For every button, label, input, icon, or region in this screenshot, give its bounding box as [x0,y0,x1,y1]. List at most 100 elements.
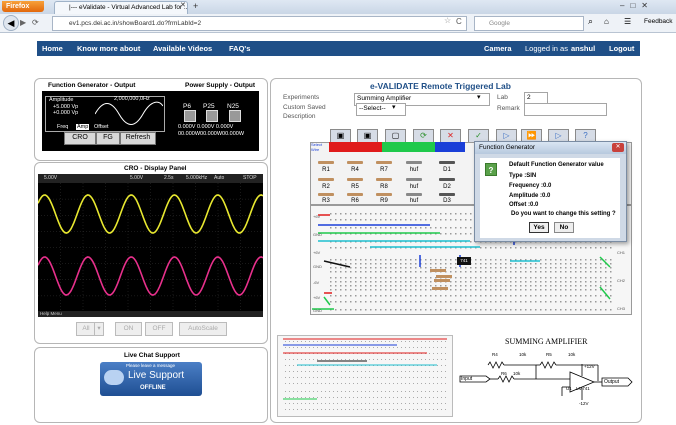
experiment-select[interactable]: Summing Amplifier [354,93,490,106]
tab-close-icon[interactable]: ✕ [180,2,186,9]
cro-channel-select[interactable]: All [76,322,96,336]
resistor-r5-icon[interactable] [347,178,363,181]
breadboard-hole [540,247,542,249]
nav-home-link[interactable]: Home [42,44,63,53]
breadboard-hole [360,227,362,229]
browser-tab[interactable]: |--- eValidate - Virtual Advanced Lab fo… [54,1,188,14]
thumbnail-hole [309,409,310,410]
thumbnail-hole [333,391,334,392]
dialog-yes-button[interactable]: Yes [529,222,549,233]
resistor-r2-icon[interactable] [318,178,334,181]
remark-input[interactable] [524,103,607,116]
wire-red-swatch[interactable] [329,142,382,152]
schematic-u1-label: U1 [566,386,572,391]
breadboard-hole [425,285,427,287]
capacitor-2-icon[interactable] [406,178,422,181]
thumbnail-hole [301,347,302,348]
disk-icon[interactable]: ▢ [385,129,406,143]
custom-dropdown-icon[interactable]: ▾ [392,104,396,111]
ps-n25-knob-icon[interactable] [229,110,241,122]
cro-button[interactable]: CRO [64,132,96,145]
rail-label-2: GND [313,232,322,237]
breadboard-hole [550,247,552,249]
new-tab-icon[interactable]: + [193,1,199,11]
dialog-close-icon[interactable]: ✕ [612,143,624,152]
nav-videos-link[interactable]: Available Videos [153,44,213,53]
check-icon[interactable]: ✓ [468,129,489,143]
live-support-button[interactable]: Please leave a message Live Support OFFL… [100,362,202,396]
breadboard-hole [435,267,437,269]
forward-arrow-icon[interactable]: ▶ [20,18,27,27]
firefox-menu-button[interactable]: Firefox [2,1,44,12]
nav-logout-link[interactable]: Logout [609,44,635,53]
refresh-icon[interactable]: ⟳ [32,18,39,27]
breadboard-hole [480,263,482,265]
diode-d2-icon[interactable] [439,178,455,181]
home-icon[interactable]: ⌂ [604,17,609,26]
bookmark-star-icon[interactable]: ☆ [444,16,452,25]
resistor-r3-icon[interactable] [318,193,334,196]
breadboard-hole [425,263,427,265]
cro-help-menu[interactable]: Help Menu [38,311,263,317]
menu-icon[interactable]: ☰ [624,17,632,26]
breadboard-hole [370,295,372,297]
cro-autoscale-button[interactable]: AutoScale [179,322,227,336]
search-input[interactable]: Google [474,16,584,31]
resistor-r1-icon[interactable] [318,161,334,164]
thumbnail-hole [333,341,334,342]
custom-saved-select[interactable]: --Select-- [356,103,406,116]
nav-faq-link[interactable]: FAQ's [229,44,251,53]
cro-on-button[interactable]: ON [115,322,142,336]
diode-d3-icon[interactable] [439,193,455,196]
capacitor-1-icon[interactable] [406,161,422,164]
breadboard-hole [475,281,477,283]
resistor-r9-icon[interactable] [376,193,392,196]
thumbnail-hole [429,341,430,342]
url-bar[interactable]: ev1.pcs.dei.ac.in/showBoard1.do?frmLabId… [52,16,467,31]
capacitor-3-icon[interactable] [406,193,422,196]
dialog-no-button[interactable]: No [554,222,574,233]
cro-off-button[interactable]: OFF [145,322,173,336]
breadboard-hole [570,289,572,291]
breadboard-hole [400,227,402,229]
breadboard-hole [395,271,397,273]
wire-green-swatch[interactable] [382,142,435,152]
save-as-icon[interactable]: ▣ [357,129,378,143]
breadboard-hole [430,309,432,311]
rotate-icon[interactable]: ⟳ [413,129,434,143]
breadboard-hole [490,267,492,269]
reload-icon[interactable]: C [456,17,462,26]
resistor-r6-icon[interactable] [347,193,363,196]
wire-blue-swatch[interactable] [435,142,465,152]
search-icon[interactable]: ⌕ [588,16,594,26]
cro-channel-dropdown-icon[interactable]: ▾ [94,322,104,336]
thumbnail-hole [409,377,410,378]
breadboard-hole [360,219,362,221]
feedback-button[interactable]: Feedback [644,18,673,25]
nav-know-more-link[interactable]: Know more about [77,44,141,53]
breadboard-hole [530,309,532,311]
fg-frequency: 2,000,000,0Hz [114,96,150,102]
fg-amp-label[interactable]: Amp [76,124,90,130]
breadboard-hole [485,301,487,303]
save-icon[interactable]: ▣ [330,129,351,143]
window-controls-icon[interactable]: –□✕ [620,1,654,10]
resistor-r4-icon[interactable] [347,161,363,164]
experiment-dropdown-icon[interactable]: ▾ [477,94,481,101]
refresh-button[interactable]: Refresh [120,132,156,145]
breadboard-hole [420,301,422,303]
breadboard-hole [495,309,497,311]
resistor-r8-icon[interactable] [376,178,392,181]
thumbnail-hole [285,359,286,360]
ps-p6-knob-icon[interactable] [184,110,196,122]
diode-d1-icon[interactable] [439,161,455,164]
ps-p25-knob-icon[interactable] [206,110,218,122]
fg-button[interactable]: FG [96,132,120,145]
nav-camera-link[interactable]: Camera [484,44,512,53]
delete-icon[interactable]: ✕ [440,129,461,143]
thumbnail-hole [425,371,426,372]
opamp-chip[interactable]: 741 [457,257,471,265]
breadboard-hole [335,289,337,291]
back-arrow-icon[interactable]: ◀ [3,15,19,31]
resistor-r7-icon[interactable] [376,161,392,164]
